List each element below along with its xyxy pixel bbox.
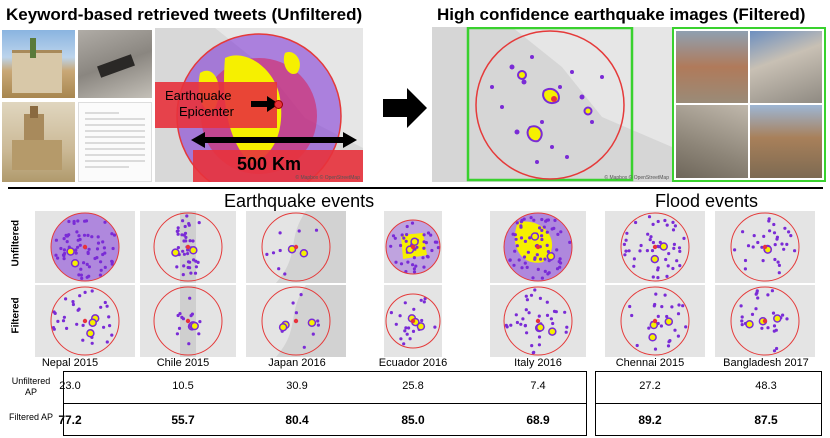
earthquake-events-title: Earthquake events [224,191,375,211]
tweet-photo-document [78,102,152,182]
quake-photo-3 [676,105,748,178]
map-bangladesh-2017-unfiltered [715,211,815,283]
filtered-ap-value: 80.4 [285,413,309,427]
map-chennai-2015-filtered [605,285,705,357]
map-chile-2015-unfiltered [140,211,236,283]
map-italy-2016-unfiltered [490,211,586,283]
epicenter-marker [274,100,283,109]
map-bangladesh-2017-filtered [715,285,815,357]
section-divider [8,187,823,189]
filtered-ap-value: 87.5 [754,413,778,427]
unfiltered-ap-value: 23.0 [59,380,81,392]
row-label-filtered: Filtered [10,297,22,334]
earthquake-ap-table [63,371,587,436]
event-label: Chile 2015 [156,357,210,369]
map-nepal-2015-unfiltered [35,211,135,283]
distance-label-box [193,150,363,182]
quake-photo-1 [676,31,748,103]
event-label: Japan 2016 [268,357,326,369]
tweet-photo-rubble [78,30,152,98]
flood-ap-table [595,371,822,436]
filtered-images-map: © Mapbox © OpenStreetMap [432,27,672,182]
event-label: Nepal 2015 [41,357,99,369]
map-nepal-2015-filtered [35,285,135,357]
filtered-ap-value: 55.7 [171,413,195,427]
unfiltered-ap-value: 30.9 [286,380,308,392]
map-japan-2016-unfiltered [246,211,346,283]
filtered-ap-value: 89.2 [638,413,662,427]
event-label: Bangladesh 2017 [723,357,809,369]
quake-photo-4 [750,105,822,178]
left-title: Keyword-based retrieved tweets (Unfilter… [6,5,363,24]
map-chennai-2015-unfiltered [605,211,705,283]
right-title: High confidence earthquake images (Filte… [437,5,806,24]
event-label: Ecuador 2016 [378,357,448,369]
map-ecuador-2016-unfiltered [384,211,442,283]
unfiltered-heatmap-map: Earthquake Epicenter 500 Km © Mapbox © O… [155,28,363,182]
unfiltered-ap-value: 48.3 [755,380,777,392]
map-italy-2016-filtered [490,285,586,357]
epicenter-arrow-icon [251,96,279,112]
earthquake-images-grid [672,27,826,182]
tweet-photo-building [2,30,75,98]
filtered-ap-value: 85.0 [401,413,425,427]
transition-arrow-icon [383,88,427,128]
filtered-ap-value: 68.9 [526,413,550,427]
tweet-photo-church [2,102,75,182]
unfiltered-ap-value: 25.8 [402,380,424,392]
metric-label-filtered: Filtered AP [8,412,54,422]
filtered-ap-value: 77.2 [58,413,82,427]
row-label-unfiltered: Unfiltered [10,219,22,267]
epicenter-label: Earthquake Epicenter [165,88,234,119]
unfiltered-ap-value: 7.4 [530,380,546,392]
unfiltered-ap-value: 27.2 [639,380,661,392]
distance-label: 500 Km [237,154,302,174]
map-japan-2016-filtered [246,285,346,357]
flood-events-title: Flood events [655,191,759,211]
event-label: Italy 2016 [514,357,562,369]
quake-photo-2 [750,31,822,103]
event-label: Chennai 2015 [615,357,685,369]
filtered-map-credit: © Mapbox © OpenStreetMap [604,175,669,181]
map-ecuador-2016-filtered [384,285,442,357]
metric-label-unfiltered: Unfiltered AP [11,376,51,397]
distance-double-arrow-icon [191,132,357,148]
map-credit: © Mapbox © OpenStreetMap [295,175,360,181]
map-chile-2015-filtered [140,285,236,357]
unfiltered-ap-value: 10.5 [172,380,194,392]
